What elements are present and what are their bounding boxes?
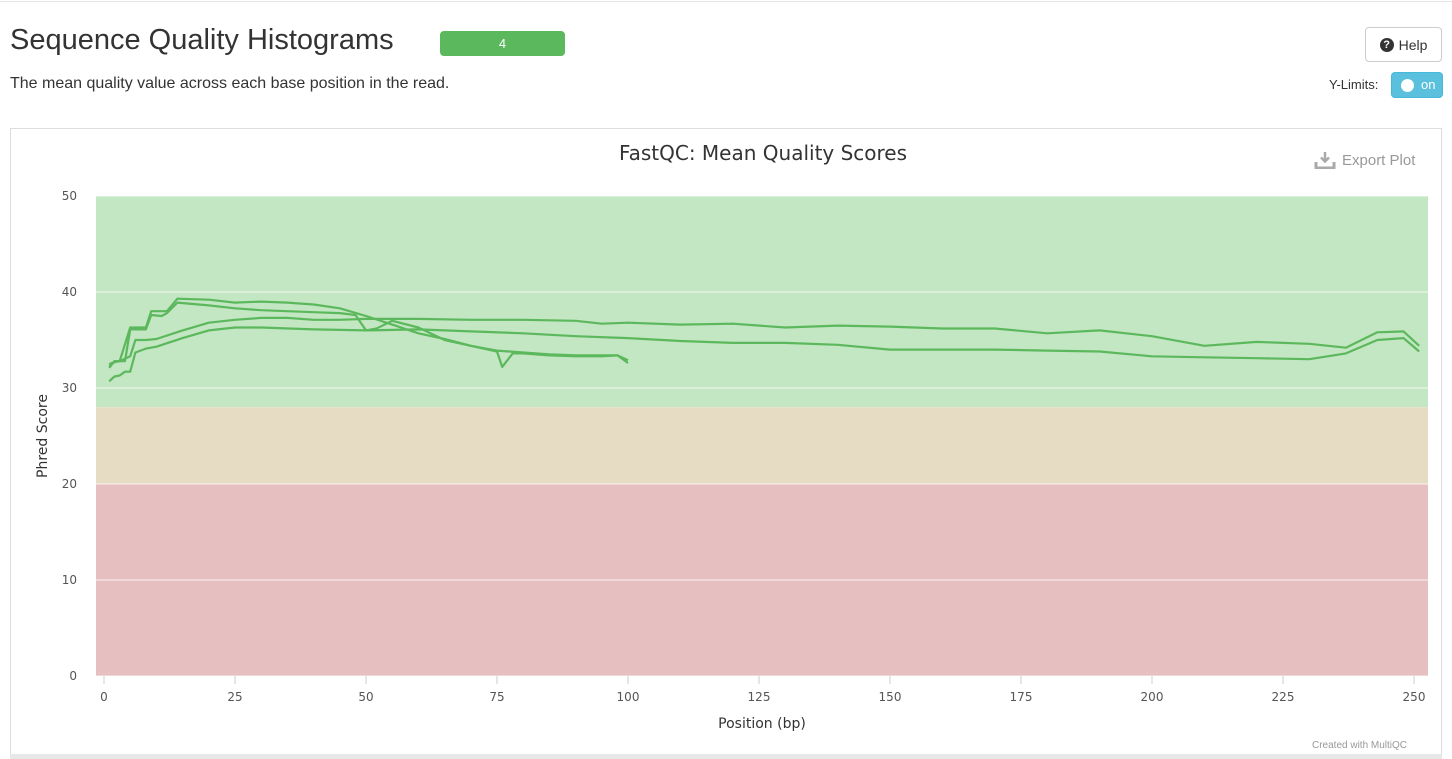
x-tick-label: 0 xyxy=(100,690,108,704)
y-tick-label: 20 xyxy=(62,477,77,491)
ylimits-label: Y-Limits: xyxy=(1329,77,1379,92)
x-tick-label: 150 xyxy=(879,690,902,704)
multiqc-credit: Created with MultiQC xyxy=(1312,740,1408,751)
help-button-label: Help xyxy=(1398,36,1428,53)
toggle-state-label: on xyxy=(1421,77,1436,92)
x-tick-label: 125 xyxy=(748,690,771,704)
y-tick-label: 30 xyxy=(62,381,77,395)
x-tick-label: 175 xyxy=(1010,690,1033,704)
x-tick-label: 225 xyxy=(1272,690,1295,704)
help-button[interactable]: ? Help xyxy=(1365,27,1442,62)
top-divider xyxy=(0,1,1452,2)
y-axis-title: Phred Score xyxy=(35,394,51,478)
series-line-3[interactable] xyxy=(108,326,1420,383)
y-tick-label: 0 xyxy=(69,669,77,683)
ylimits-toggle[interactable]: on xyxy=(1391,72,1443,98)
series-line-4[interactable] xyxy=(108,316,1420,366)
series-line-2[interactable] xyxy=(108,297,629,369)
export-plot-label: Export Plot xyxy=(1342,151,1416,169)
quality-zone-0 xyxy=(96,196,1428,408)
x-tick-label: 100 xyxy=(617,690,640,704)
chart-title: FastQC: Mean Quality Scores xyxy=(619,141,907,165)
question-circle-icon: ? xyxy=(1379,37,1394,52)
x-tick-label: 250 xyxy=(1403,690,1426,704)
section-title: Sequence Quality Histograms xyxy=(10,24,394,56)
x-axis-title: Position (bp) xyxy=(718,716,806,732)
x-tick-label: 75 xyxy=(489,690,504,704)
sample-count-badge[interactable]: 4 xyxy=(440,31,565,56)
x-tick-label: 25 xyxy=(227,690,242,704)
y-tick-label: 40 xyxy=(62,285,77,299)
quality-zone-1 xyxy=(96,407,1428,484)
toggle-knob xyxy=(1401,79,1414,92)
y-tick-label: 10 xyxy=(62,573,77,587)
export-plot-button[interactable]: Export Plot xyxy=(1314,149,1415,171)
y-tick-label: 50 xyxy=(62,189,77,203)
download-icon xyxy=(1314,152,1336,169)
x-tick-label: 50 xyxy=(358,690,373,704)
plot-resize-handle[interactable] xyxy=(10,754,1442,759)
section-description: The mean quality value across each base … xyxy=(10,75,450,92)
x-tick-label: 200 xyxy=(1141,690,1164,704)
